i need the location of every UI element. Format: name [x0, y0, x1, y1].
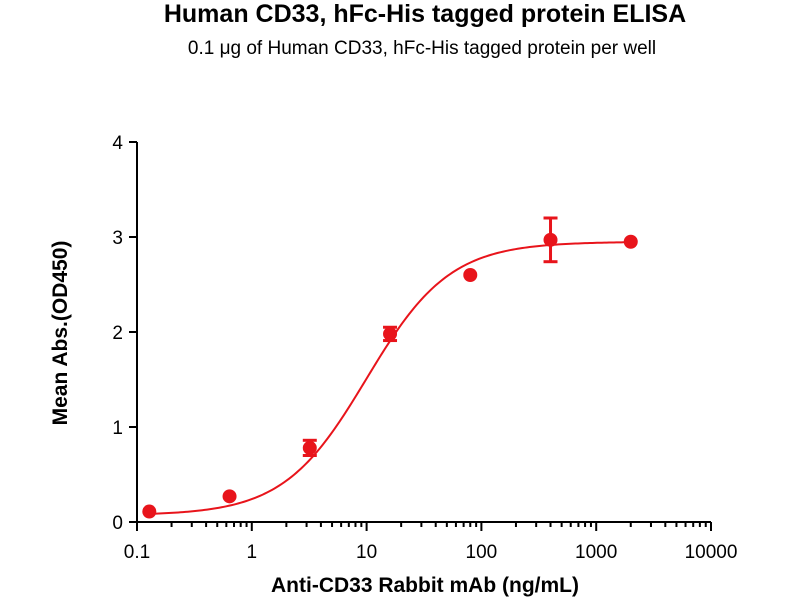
- fit-curve: [149, 241, 631, 515]
- x-tick-label: 10: [356, 542, 377, 563]
- data-point: [222, 489, 237, 504]
- x-axis: 0.1 1 10 100 1000 10000: [124, 521, 738, 563]
- y-tick-label: 1: [112, 418, 123, 439]
- data-points: [142, 216, 638, 519]
- data-point: [302, 440, 317, 455]
- chart-title: Human CD33, hFc-His tagged protein ELISA: [164, 0, 686, 28]
- data-point: [142, 504, 157, 519]
- data-point: [463, 268, 478, 282]
- x-tick-label: 1000: [575, 542, 617, 563]
- y-tick-label: 2: [112, 323, 123, 344]
- x-tick-label: 1: [247, 542, 258, 563]
- data-point: [383, 326, 398, 341]
- chart-subtitle: 0.1 μg of Human CD33, hFc-His tagged pro…: [188, 38, 656, 59]
- y-tick-label: 4: [112, 133, 123, 154]
- y-tick-label: 3: [112, 228, 123, 249]
- x-tick-label: 100: [466, 542, 498, 563]
- data-point: [543, 232, 558, 247]
- y-axis: 0 1 2 3 4: [112, 133, 138, 534]
- y-tick-label: 0: [112, 513, 123, 534]
- data-point: [623, 234, 638, 249]
- x-axis-title: Anti-CD33 Rabbit mAb (ng/mL): [271, 574, 579, 597]
- x-tick-label: 0.1: [124, 542, 150, 563]
- y-axis-title: Mean Abs.(OD450): [49, 241, 72, 426]
- x-tick-label: 10000: [685, 542, 738, 563]
